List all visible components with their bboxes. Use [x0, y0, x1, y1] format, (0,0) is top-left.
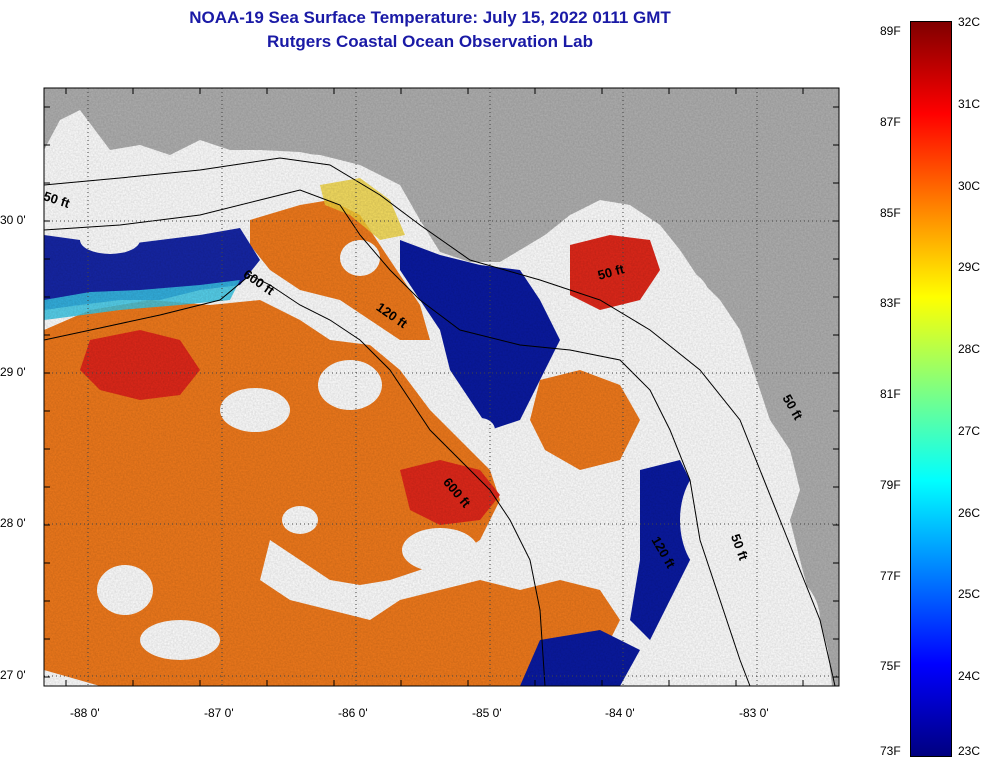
- celsius-label: 25C: [958, 587, 981, 602]
- celsius-label: 26C: [958, 505, 981, 520]
- bathymetry-contours: [44, 157, 836, 686]
- fahrenheit-label: 89F: [880, 24, 901, 38]
- latitude-label: 30 0': [0, 213, 26, 227]
- celsius-label: 30C: [958, 178, 981, 193]
- map-title: NOAA-19 Sea Surface Temperature: July 15…: [189, 8, 671, 27]
- celsius-label: 32C: [958, 15, 981, 29]
- celsius-label: 24C: [958, 669, 981, 684]
- fahrenheit-label: 81F: [880, 387, 901, 401]
- fahrenheit-label: 79F: [880, 477, 901, 492]
- grid-lines: [44, 88, 839, 686]
- map-frame: [43, 87, 840, 687]
- longitude-label: -87 0': [204, 706, 234, 720]
- map-subtitle: Rutgers Coastal Ocean Observation Lab: [267, 32, 593, 51]
- longitude-label: -85 0': [472, 706, 502, 720]
- celsius-label: 27C: [958, 423, 981, 438]
- latitude-label: 28 0': [0, 516, 26, 530]
- fahrenheit-label: 77F: [880, 568, 901, 583]
- longitude-label: -83 0': [739, 706, 769, 720]
- fahrenheit-label: 73F: [880, 744, 901, 758]
- temperature-colorbar: [910, 21, 952, 757]
- axis-ticks: [44, 88, 839, 686]
- fahrenheit-label: 85F: [880, 205, 901, 220]
- longitude-label: -88 0': [70, 706, 100, 720]
- celsius-label: 29C: [958, 260, 981, 275]
- celsius-label: 28C: [958, 342, 981, 357]
- celsius-label: 31C: [958, 96, 981, 111]
- fahrenheit-label: 75F: [880, 659, 901, 674]
- latitude-label: 29 0': [0, 365, 26, 379]
- longitude-label: -86 0': [338, 706, 368, 720]
- celsius-label: 23C: [958, 744, 981, 758]
- fahrenheit-label: 83F: [880, 296, 901, 311]
- latitude-label: 27 0': [0, 668, 26, 682]
- fahrenheit-label: 87F: [880, 114, 901, 129]
- longitude-label: -84 0': [605, 706, 635, 720]
